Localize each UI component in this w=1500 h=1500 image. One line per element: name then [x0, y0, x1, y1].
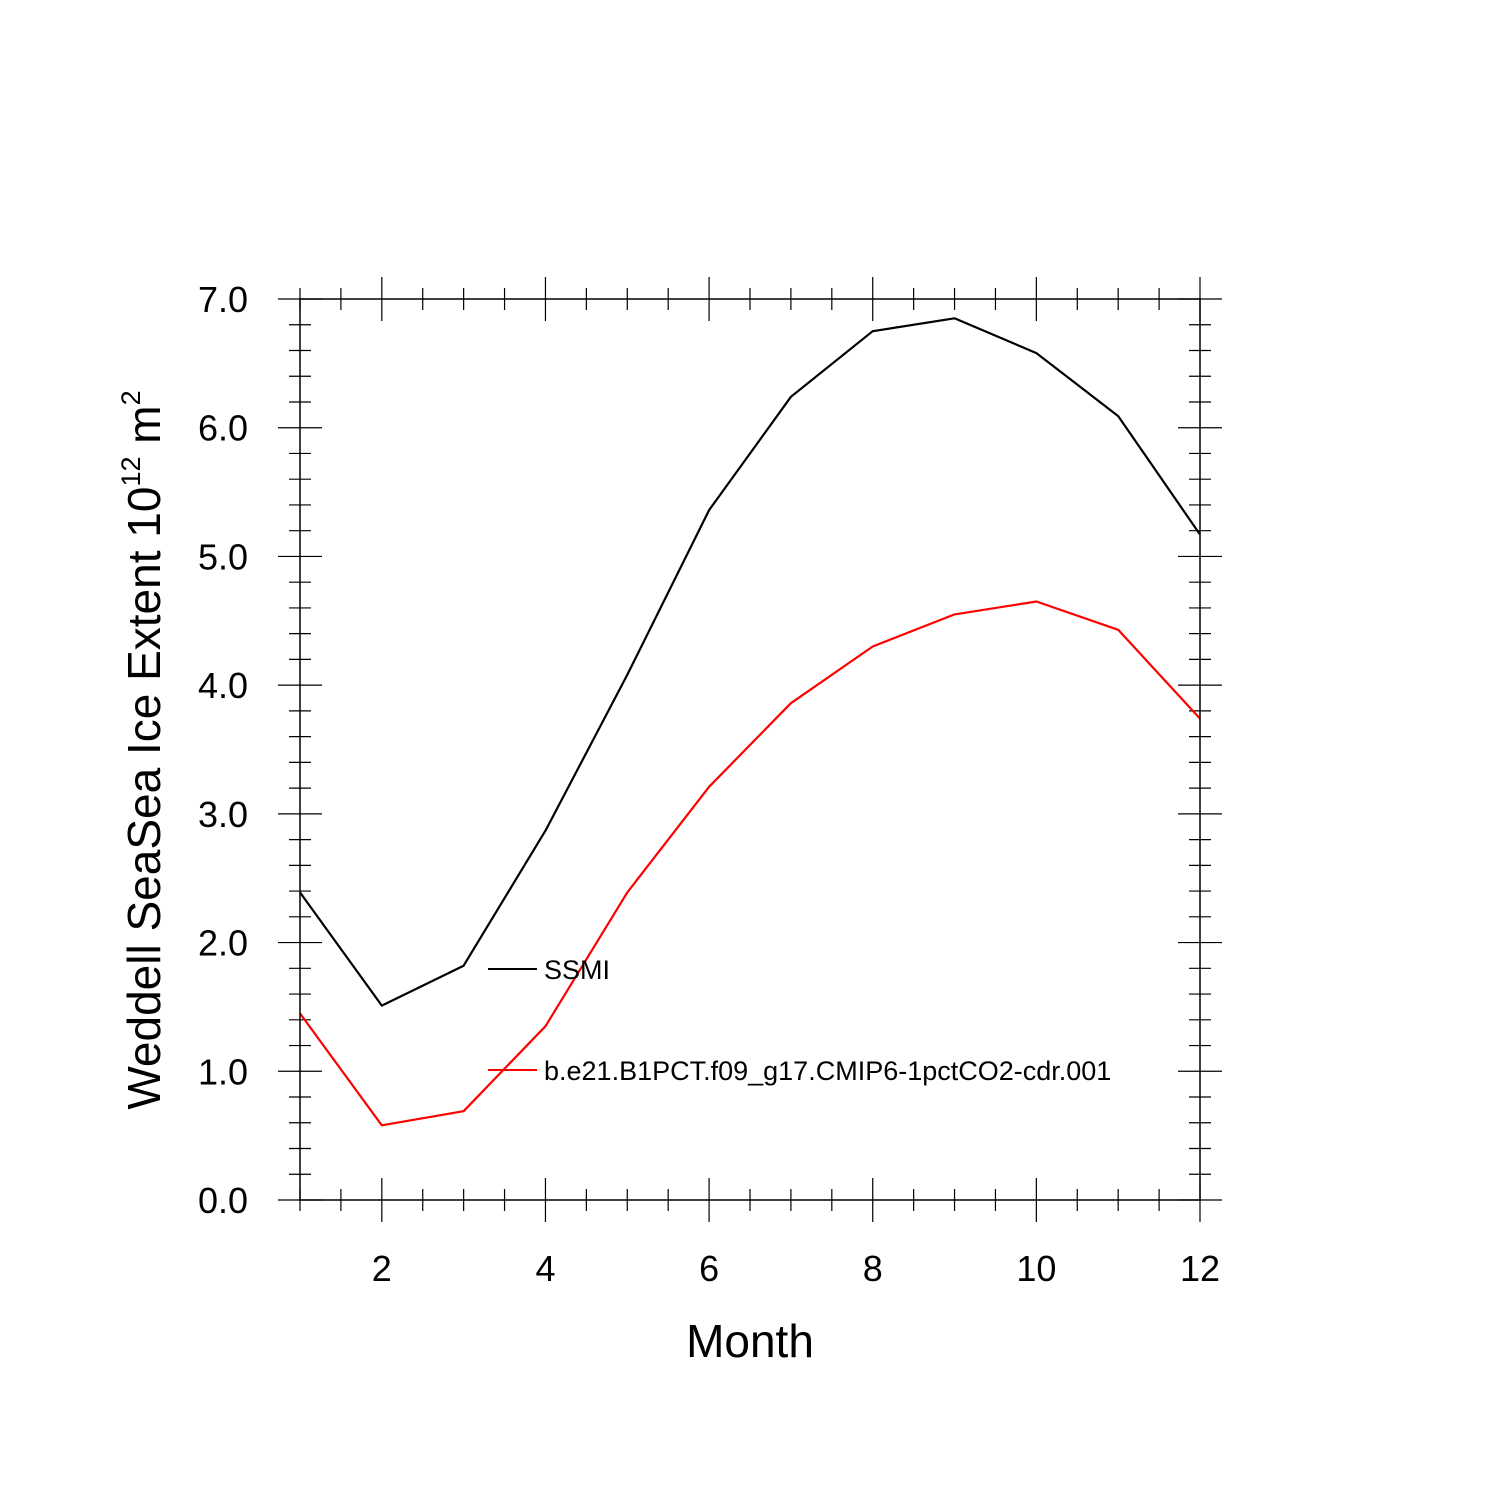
y-tick-label: 7.0 [198, 279, 248, 320]
legend-label-model: b.e21.B1PCT.f09_g17.CMIP6-1pctCO2-cdr.00… [544, 1056, 1111, 1086]
y-tick-label: 3.0 [198, 794, 248, 835]
series-line-model [299, 600, 1201, 1127]
x-tick-label: 10 [1016, 1248, 1056, 1289]
tick-labels: 0.0 1.0 2.0 3.0 4.0 5.0 6.0 7.0 2 4 6 8 10 12 [198, 279, 1220, 1289]
y-axis-title-unit: m [118, 405, 170, 456]
legend: SSMI b.e21.B1PCT.f09_g17.CMIP6-1pctCO2-c… [488, 955, 1111, 1086]
x-tick-label: 6 [699, 1248, 719, 1289]
legend-label-ssmi: SSMI [544, 955, 610, 985]
y-tick-label: 1.0 [198, 1051, 248, 1092]
y-axis-title-exponent: 12 [116, 456, 146, 486]
y-tick-label: 0.0 [198, 1180, 248, 1221]
plot-frame [299, 298, 1201, 1201]
x-tick-label: 2 [372, 1248, 392, 1289]
y-tick-label: 4.0 [198, 665, 248, 706]
y-tick-label: 2.0 [198, 923, 248, 964]
data-series [299, 317, 1201, 1127]
series-line-ssmi [299, 317, 1201, 1007]
y-axis-title-text: Weddell SeaSea Ice Extent 10 [118, 487, 170, 1110]
x-axis-title: Month [686, 1315, 814, 1367]
y-tick-label: 6.0 [198, 408, 248, 449]
y-axis-title: Weddell SeaSea Ice Extent 1012 m2 [116, 390, 170, 1109]
x-tick-label: 8 [863, 1248, 883, 1289]
y-tick-label: 5.0 [198, 536, 248, 577]
x-tick-label: 4 [535, 1248, 555, 1289]
y-axis-title-unit-exponent: 2 [116, 390, 146, 405]
x-tick-label: 12 [1180, 1248, 1220, 1289]
